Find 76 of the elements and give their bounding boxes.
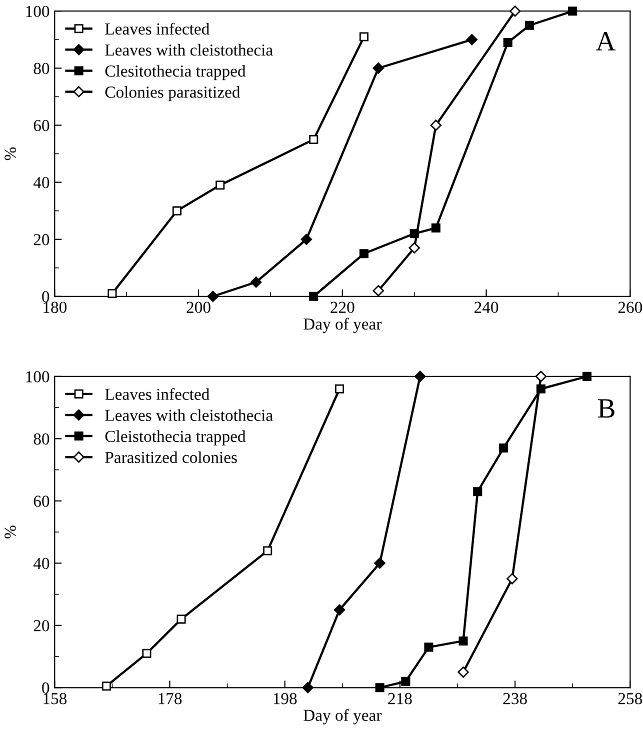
legend-label: Clesitothecia trapped: [105, 64, 246, 80]
y-axis-title: %: [4, 147, 16, 160]
y-tick-label: 0: [42, 291, 50, 302]
x-tick-label: 200: [186, 302, 210, 313]
point: [535, 370, 547, 382]
y-tick-label: 100: [26, 371, 50, 382]
point: [207, 290, 219, 302]
point: [503, 38, 512, 48]
point: [250, 276, 262, 288]
point: [466, 34, 478, 46]
point: [108, 289, 117, 298]
y-tick-label: 40: [33, 558, 50, 570]
y-tick-label: 100: [26, 6, 50, 18]
annotation: B: [598, 399, 614, 418]
legend-label: Colonies parasitized: [105, 86, 240, 102]
x-tick-label: 240: [474, 302, 498, 313]
y-tick-label: 80: [34, 62, 50, 74]
point: [142, 648, 152, 658]
y-tick-label: 20: [34, 234, 50, 246]
point: [176, 614, 186, 624]
point: [216, 180, 225, 190]
point: [309, 134, 318, 144]
legend-label: Leaves infected: [105, 22, 210, 35]
annotation: A: [596, 32, 616, 50]
point: [374, 558, 386, 569]
point: [372, 62, 384, 74]
point: [302, 682, 314, 694]
point: [300, 234, 312, 245]
x-tick-label: 218: [388, 692, 412, 704]
legend-label: Leaves infected: [105, 388, 210, 400]
x-tick-label: 178: [158, 692, 182, 704]
point: [372, 285, 384, 296]
point: [335, 384, 344, 394]
x-tick-label: 238: [503, 692, 527, 704]
point: [499, 443, 508, 453]
point: [375, 683, 384, 692]
point: [509, 6, 521, 17]
x-tick-label: 158: [44, 692, 67, 704]
point: [172, 206, 182, 216]
y-tick-label: 0: [42, 682, 50, 694]
point: [408, 242, 420, 254]
point: [568, 6, 578, 16]
y-tick-label: 20: [34, 620, 50, 632]
legend-label: Leaves with cleistothecia: [105, 409, 273, 421]
legend-label: Cleistothecia trapped: [105, 430, 246, 446]
y-tick-label: 80: [34, 433, 50, 445]
point: [473, 487, 482, 496]
y-tick-label: 40: [33, 176, 50, 188]
point: [102, 682, 111, 691]
point: [424, 642, 434, 652]
point: [582, 372, 592, 381]
point: [506, 573, 518, 584]
point: [334, 604, 346, 616]
point: [524, 20, 534, 30]
point: [431, 223, 440, 232]
x-axis-title: Day of year: [304, 318, 382, 334]
x-tick-label: 260: [618, 302, 642, 313]
legend-label: Leaves with cleistothecia: [105, 44, 273, 56]
x-tick-label: 180: [44, 302, 67, 313]
point: [263, 546, 272, 556]
y-axis-title: %: [4, 526, 16, 538]
y-tick-label: 60: [34, 496, 50, 507]
x-tick-label: 258: [618, 692, 642, 704]
point: [401, 676, 410, 686]
point: [458, 666, 469, 678]
point: [359, 249, 368, 258]
point: [414, 370, 426, 382]
y-tick-label: 60: [34, 120, 50, 132]
point: [458, 636, 468, 646]
point: [309, 292, 318, 301]
x-tick-label: 220: [330, 302, 354, 313]
point: [430, 120, 442, 131]
x-tick-label: 198: [274, 692, 297, 704]
legend-label: Parasitized colonies: [105, 451, 237, 464]
x-axis-title: Day of year: [304, 709, 382, 724]
point: [359, 32, 368, 42]
